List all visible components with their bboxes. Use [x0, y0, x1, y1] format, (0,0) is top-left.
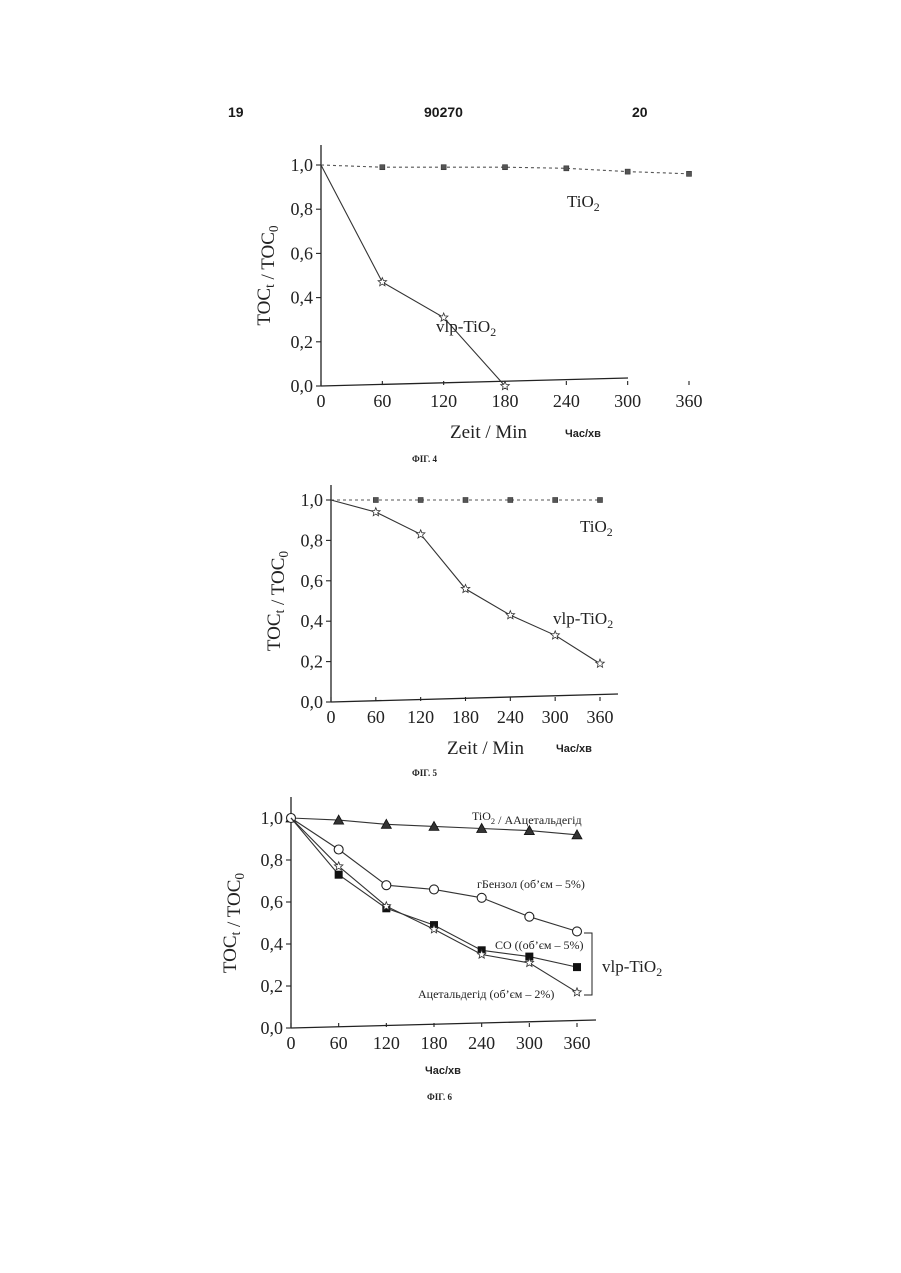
x-tick-label: 240 — [468, 1033, 495, 1053]
y-tick-label: 1,0 — [301, 490, 324, 510]
x-tick-label: 0 — [287, 1033, 296, 1053]
y-tick-label: 0,0 — [301, 692, 324, 712]
data-point — [382, 881, 391, 890]
series-label-co: CO ((об’єм – 5%) — [495, 938, 584, 952]
series-line — [331, 500, 600, 664]
data-point — [463, 498, 468, 503]
data-point — [525, 912, 534, 921]
y-tick-label: 0,2 — [291, 332, 314, 352]
y-axis-title: TOCt / TOC0 — [264, 551, 291, 651]
x-tick-label: 360 — [564, 1033, 591, 1053]
series-bracket — [584, 933, 592, 995]
series-label-acetaldehyde: Ацетальдегід (об’єм – 2%) — [418, 987, 554, 1001]
x-tick-label: 180 — [421, 1033, 448, 1053]
x-tick-label: 0 — [327, 707, 336, 727]
x-axis — [291, 1020, 596, 1028]
x-tick-label: 60 — [330, 1033, 348, 1053]
y-tick-label: 0,4 — [291, 288, 314, 308]
data-point — [380, 165, 385, 170]
figure-caption: ФІГ. 5 — [412, 768, 437, 778]
series-label-vlp-tio2: vlp-TiO2 — [553, 609, 613, 631]
y-tick-label: 0,8 — [291, 199, 314, 219]
data-point — [372, 508, 381, 516]
figure-caption: ФІГ. 6 — [427, 1092, 452, 1102]
data-point — [573, 927, 582, 936]
y-tick-label: 0,2 — [301, 652, 324, 672]
y-tick-label: 0,6 — [291, 243, 314, 263]
x-tick-label: 120 — [373, 1033, 400, 1053]
y-tick-label: 0,4 — [261, 934, 284, 954]
data-point — [573, 988, 582, 996]
x-tick-label: 360 — [676, 391, 703, 411]
data-point — [335, 871, 343, 879]
series-label-vlp-tio2: vlp-TiO2 — [436, 317, 496, 339]
series-label-tio2-acetaldehyde: TiO2 / ААцетальдегід — [472, 809, 582, 827]
data-point — [508, 498, 513, 503]
x-tick-label: 60 — [367, 707, 385, 727]
y-tick-label: 0,8 — [261, 850, 284, 870]
y-tick-label: 0,0 — [261, 1018, 284, 1038]
data-point — [596, 659, 605, 667]
x-tick-label: 300 — [614, 391, 641, 411]
x-tick-label: 180 — [492, 391, 519, 411]
x-axis-title: Zeit / Min — [447, 738, 525, 759]
y-tick-label: 0,6 — [301, 571, 324, 591]
data-point — [573, 963, 581, 971]
data-point — [625, 169, 630, 174]
x-tick-label: 0 — [317, 391, 326, 411]
y-tick-label: 0,2 — [261, 976, 284, 996]
y-axis-title: TOCt / TOC0 — [254, 225, 281, 325]
x-tick-label: 120 — [430, 391, 457, 411]
data-point — [441, 165, 446, 170]
y-tick-label: 1,0 — [291, 155, 314, 175]
data-point — [506, 611, 514, 619]
y-tick-label: 0,0 — [291, 376, 314, 396]
x-tick-label: 180 — [452, 707, 479, 727]
y-tick-label: 0,8 — [301, 530, 324, 550]
y-tick-label: 0,6 — [261, 892, 284, 912]
series-line — [291, 818, 577, 931]
group-label-vlp-tio2: vlp-TiO2 — [602, 957, 662, 979]
data-point — [334, 845, 343, 854]
x-tick-label: 300 — [542, 707, 569, 727]
data-point — [553, 498, 558, 503]
y-axis-title: TOCt / TOC0 — [220, 873, 247, 973]
data-point — [430, 885, 439, 894]
x-axis-title: Zeit / Min — [450, 422, 528, 443]
data-point — [418, 498, 423, 503]
x-tick-label: 300 — [516, 1033, 543, 1053]
data-point — [477, 893, 486, 902]
data-point — [378, 278, 387, 286]
series-label-tio2: TiO2 — [580, 517, 613, 539]
x-axis — [321, 378, 628, 386]
data-point — [503, 165, 508, 170]
data-point — [373, 498, 378, 503]
series-line — [321, 165, 505, 386]
x-tick-label: 60 — [373, 391, 391, 411]
y-tick-label: 1,0 — [261, 808, 284, 828]
x-axis-unit: Час/хв — [565, 428, 601, 440]
x-axis — [331, 694, 618, 702]
series-label-benzene: гБензол (об’єм – 5%) — [477, 877, 585, 891]
data-point — [564, 166, 569, 171]
x-tick-label: 360 — [587, 707, 614, 727]
data-point — [687, 171, 692, 176]
figure-caption: ФІГ. 4 — [412, 454, 437, 464]
series-line — [291, 818, 577, 992]
x-axis-unit: Час/хв — [425, 1065, 461, 1077]
x-tick-label: 120 — [407, 707, 434, 727]
x-axis-unit: Час/хв — [556, 743, 592, 755]
y-tick-label: 0,4 — [301, 611, 324, 631]
data-point — [598, 498, 603, 503]
x-tick-label: 240 — [553, 391, 580, 411]
x-tick-label: 240 — [497, 707, 524, 727]
series-label-tio2: TiO2 — [567, 192, 600, 214]
data-point — [416, 530, 425, 538]
